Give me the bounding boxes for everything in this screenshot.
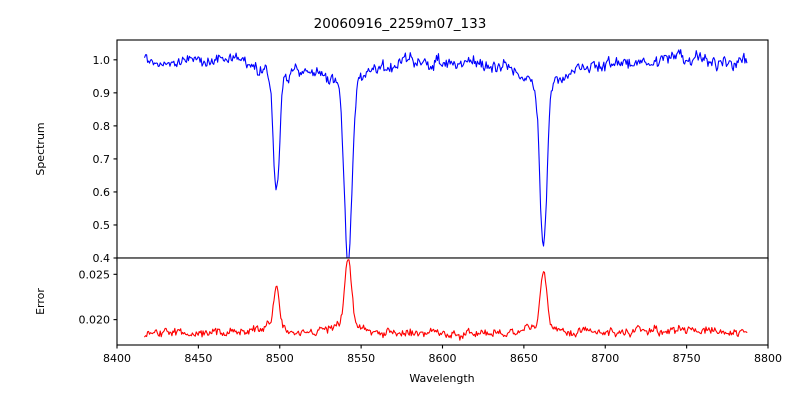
xtick-label: 8550 bbox=[347, 352, 375, 365]
spectrum-ytick-labels: 0.4 0.5 0.6 0.7 0.8 0.9 1.0 bbox=[93, 54, 111, 265]
ytick-label: 0.020 bbox=[79, 314, 111, 327]
spectrum-panel: 0.4 0.5 0.6 0.7 0.8 0.9 1.0 Spectrum bbox=[34, 39, 769, 265]
ytick-label: 0.5 bbox=[93, 219, 111, 232]
wavelength-axis-label: Wavelength bbox=[409, 372, 474, 385]
spectrum-axis-label: Spectrum bbox=[34, 122, 47, 175]
ytick-label: 0.025 bbox=[79, 268, 111, 281]
ytick-label: 0.9 bbox=[93, 87, 111, 100]
error-tickmarks bbox=[113, 273, 769, 349]
xtick-label: 8450 bbox=[184, 352, 212, 365]
xtick-label: 8800 bbox=[754, 352, 782, 365]
spectrum-series-line bbox=[144, 49, 748, 259]
ytick-label: 1.0 bbox=[93, 54, 111, 67]
error-series-line bbox=[144, 259, 748, 341]
xtick-label: 8400 bbox=[103, 352, 131, 365]
xtick-label: 8600 bbox=[429, 352, 457, 365]
figure-title: 20060916_2259m07_133 bbox=[314, 16, 487, 32]
xtick-label: 8750 bbox=[673, 352, 701, 365]
error-xtick-labels: 8400 8450 8500 8550 8600 8650 8700 8750 8800 bbox=[103, 352, 782, 365]
xtick-label: 8700 bbox=[591, 352, 619, 365]
spectrum-plot-area bbox=[117, 40, 768, 258]
ytick-label: 0.6 bbox=[93, 186, 111, 199]
error-axes-frame bbox=[116, 257, 769, 346]
error-ytick-labels: 0.020 0.025 bbox=[79, 268, 111, 326]
error-axis-label: Error bbox=[34, 288, 47, 315]
ytick-label: 0.8 bbox=[93, 120, 111, 133]
xtick-label: 8650 bbox=[510, 352, 538, 365]
ytick-label: 0.7 bbox=[93, 153, 111, 166]
ytick-label: 0.4 bbox=[93, 252, 111, 265]
xtick-label: 8500 bbox=[266, 352, 294, 365]
error-plot-area bbox=[117, 258, 768, 345]
